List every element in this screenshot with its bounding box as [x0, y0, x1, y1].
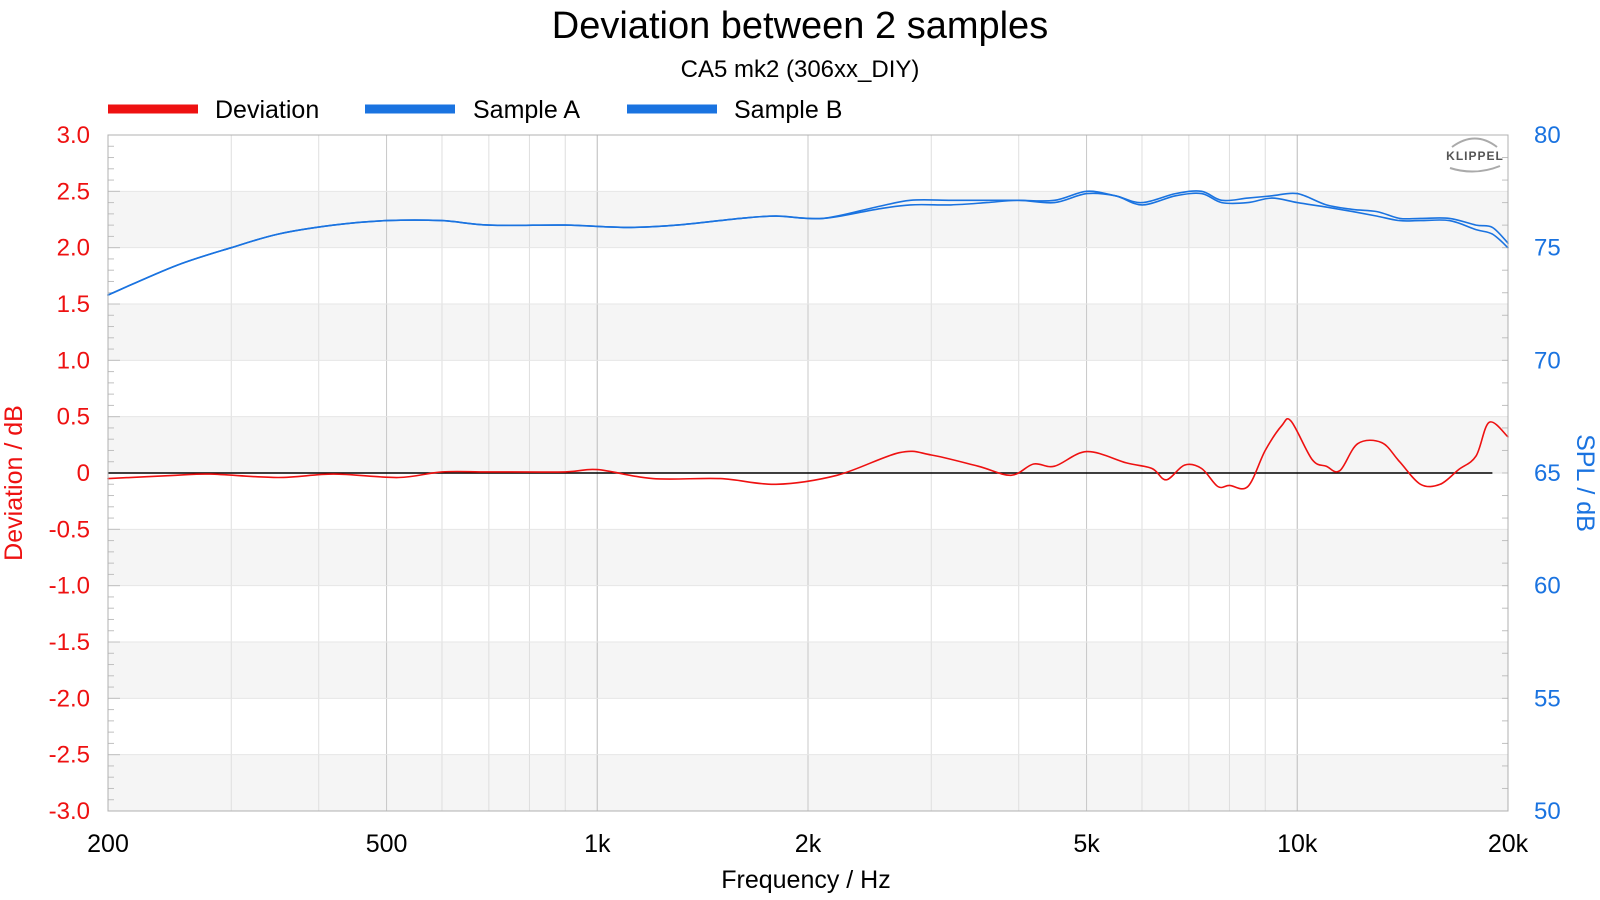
plot-frame	[107, 134, 1509, 812]
y-axis-label-left: Deviation / dB	[0, 405, 28, 561]
y-tick-label-left: -3.0	[49, 798, 90, 825]
y-tick-label-right: 50	[1534, 798, 1561, 825]
chart-title: Deviation between 2 samples	[552, 5, 1048, 47]
y-tick-label-left: 2.0	[57, 235, 90, 262]
y-tick-label-left: -1.0	[49, 573, 90, 600]
y-axis-label-right: SPL / dB	[1571, 434, 1599, 532]
y-tick-label-right: 65	[1534, 460, 1561, 487]
y-tick-label-left: 1.5	[57, 291, 90, 318]
left-axis-ticks: 3.0 2.5 2.0 1.5 1.0 0.5 0 -0.5 -1.0 -1.5 -2.0 -2.5 -…	[49, 122, 90, 825]
y-tick-label-right: 55	[1534, 685, 1561, 712]
y-tick-label-left: 2.5	[57, 178, 90, 205]
logo-text: KLIPPEL	[1446, 149, 1504, 163]
series-deviation	[107, 418, 1509, 490]
klippel-logo: KLIPPEL	[1446, 137, 1504, 173]
legend-label-deviation: Deviation	[215, 96, 319, 124]
x-tick-label: 5k	[1073, 830, 1100, 858]
x-axis-label: Frequency / Hz	[721, 866, 891, 894]
y-tick-label-left: 0.5	[57, 404, 90, 431]
x-tick-label: 200	[87, 830, 129, 858]
x-axis-ticks: 200 500 1k 2k 5k 10k 20k	[87, 830, 1529, 858]
y-tick-label-left: -2.5	[49, 742, 90, 769]
series-sample-b	[107, 190, 1509, 296]
y-tick-label-right: 60	[1534, 573, 1561, 600]
x-tick-label: 2k	[795, 830, 822, 858]
y-tick-label-right: 80	[1534, 122, 1561, 149]
left-minor-ticks	[108, 134, 1508, 812]
legend-label-sample-b: Sample B	[734, 96, 842, 124]
x-tick-label: 1k	[584, 830, 611, 858]
x-tick-label: 10k	[1277, 830, 1318, 858]
series-layer	[107, 190, 1509, 490]
y-tick-label-left: 1.0	[57, 347, 90, 374]
x-tick-label: 20k	[1488, 830, 1529, 858]
y-tick-label-right: 75	[1534, 235, 1561, 262]
legend-label-sample-a: Sample A	[473, 96, 580, 124]
logo-arc	[1451, 137, 1498, 148]
y-tick-label-left: -2.0	[49, 685, 90, 712]
y-tick-label-left: -1.5	[49, 629, 90, 656]
y-tick-label-left: -0.5	[49, 516, 90, 543]
y-tick-label-left: 0	[77, 460, 90, 487]
y-tick-label-left: 3.0	[57, 122, 90, 149]
y-tick-label-right: 70	[1534, 347, 1561, 374]
x-tick-label: 500	[366, 830, 408, 858]
logo-swoosh	[1449, 165, 1501, 173]
right-axis-ticks: 80 75 70 65 60 55 50	[1534, 122, 1561, 825]
legend: Deviation Sample A Sample B	[108, 96, 842, 124]
chart-subtitle: CA5 mk2 (306xx_DIY)	[681, 56, 920, 83]
